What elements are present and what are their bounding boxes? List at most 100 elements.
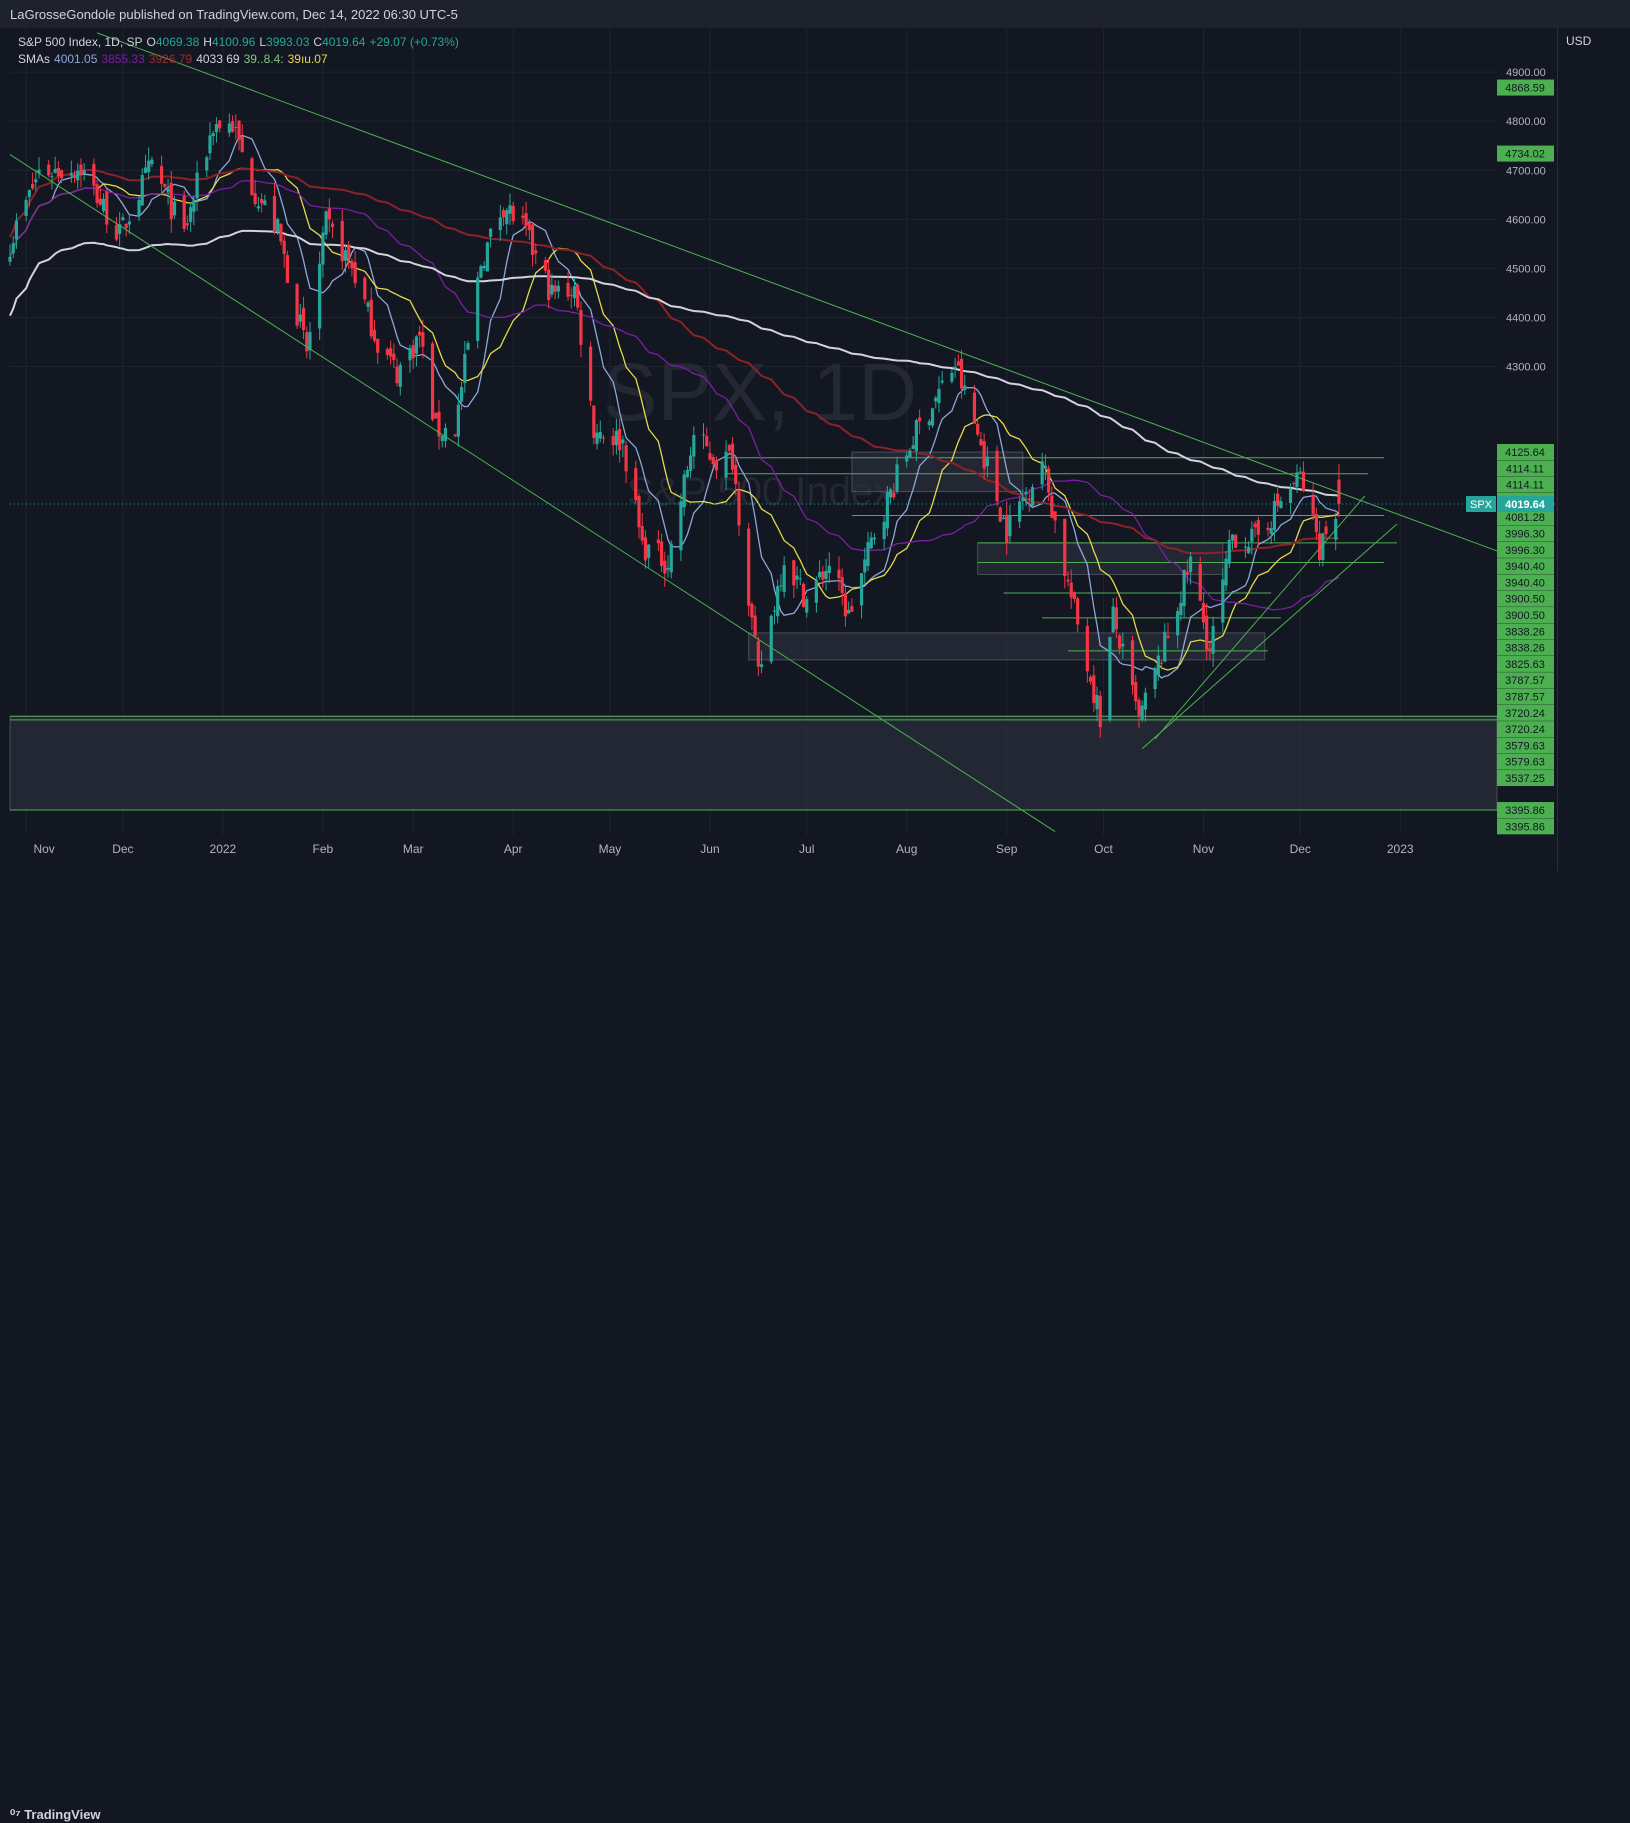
candle: [937, 376, 941, 413]
candle-body: [621, 439, 625, 444]
candle: [259, 193, 264, 213]
candle: [598, 420, 602, 443]
candle: [927, 418, 931, 431]
candle: [863, 547, 867, 585]
legend-high: 4100.96: [211, 35, 256, 49]
levels-layer: [10, 457, 1497, 811]
candle-body: [634, 468, 638, 501]
candle: [730, 437, 735, 474]
candle: [218, 120, 222, 133]
candle: [166, 178, 170, 205]
candle-body: [1234, 535, 1238, 548]
candle: [98, 186, 102, 207]
sma-line: [9, 167, 1339, 555]
candle: [285, 250, 290, 284]
candle-body: [127, 221, 131, 225]
publisher-text: LaGrosseGondole published on TradingView…: [10, 7, 458, 22]
price-label-text: 3996.30: [1505, 545, 1545, 557]
candle: [1185, 559, 1189, 584]
candle-body: [1088, 676, 1093, 682]
candle: [682, 470, 686, 516]
candle: [14, 213, 19, 249]
candle-body: [1121, 643, 1125, 647]
candle: [372, 320, 377, 344]
candle: [621, 435, 625, 458]
candle-body: [389, 348, 393, 357]
candle: [1182, 569, 1186, 618]
price-label: 3579.63: [1497, 753, 1554, 770]
candle-body: [353, 262, 357, 284]
candle: [443, 423, 448, 448]
candle-body: [737, 489, 741, 526]
candle-body: [340, 220, 344, 262]
candle: [579, 301, 583, 357]
candle: [637, 493, 641, 539]
candle-body: [647, 544, 651, 558]
legend-sma4: 4033 69: [196, 52, 240, 66]
candle-body: [92, 163, 96, 186]
candle-body: [1288, 488, 1293, 504]
legend-close: 4019.64: [322, 35, 366, 49]
candle-body: [1163, 631, 1167, 662]
candle: [714, 456, 719, 479]
candle: [137, 196, 141, 221]
candle: [421, 319, 425, 359]
candle: [1230, 534, 1235, 550]
price-label-text: 3720.24: [1505, 724, 1545, 736]
price-label: 3825.63: [1497, 655, 1554, 672]
candle-body: [905, 455, 909, 462]
candle: [692, 426, 696, 469]
candle-body: [850, 606, 854, 612]
candle: [753, 605, 757, 639]
candle: [47, 160, 51, 178]
candle-body: [305, 332, 309, 352]
ticker-tag-bg: [1466, 496, 1496, 513]
x-axis-labels: Nov Dec 2022 Feb Mar Apr May Jun Jul Aug Sep Oct Nov…: [33, 842, 1413, 856]
candle-body: [1256, 520, 1260, 535]
candle-body: [279, 223, 283, 242]
price-label: 3395.86: [1497, 802, 1554, 819]
candle-body: [143, 167, 148, 174]
candle-body: [576, 285, 580, 308]
price-label: 3996.30: [1497, 525, 1554, 542]
price-chart[interactable]: SPX, 1D S&P 500 Index SPX 4900.004800.00…: [0, 0, 1630, 931]
candle: [908, 448, 912, 458]
candle-body: [685, 469, 689, 478]
price-label-text: 3395.86: [1505, 805, 1545, 817]
candle: [1066, 571, 1070, 587]
candle-body: [214, 124, 219, 133]
candle: [818, 560, 822, 580]
price-axis[interactable]: [1557, 28, 1630, 871]
candle: [301, 296, 306, 340]
candle-body: [114, 225, 119, 240]
price-label: 4081.28: [1497, 509, 1554, 526]
candle-body: [205, 157, 209, 171]
x-tick-label: May: [599, 842, 622, 856]
candle-body: [1098, 695, 1102, 728]
price-label-text: 4125.64: [1505, 447, 1545, 459]
candle-body: [237, 120, 241, 140]
candle: [572, 277, 577, 307]
candle: [1076, 596, 1080, 633]
price-label-bg: [1497, 509, 1554, 526]
candle: [592, 404, 596, 445]
price-label-bg: [1497, 623, 1554, 640]
currency-label: USD: [1566, 34, 1592, 48]
candle-body: [624, 445, 628, 472]
x-tick-label: Apr: [504, 842, 523, 856]
candle: [869, 531, 873, 550]
candle: [1176, 607, 1180, 649]
candle: [905, 451, 909, 468]
candle: [618, 418, 622, 463]
price-label-text: 4081.28: [1505, 512, 1545, 524]
candle: [140, 168, 144, 206]
candle: [369, 287, 373, 339]
candle: [1050, 486, 1054, 519]
candle-body: [72, 174, 77, 178]
zone-box: [851, 451, 1024, 493]
candle: [1253, 520, 1257, 538]
price-label: 3940.40: [1497, 574, 1554, 591]
price-label-text: 3900.50: [1505, 610, 1545, 622]
candle: [1134, 675, 1138, 711]
candle: [324, 210, 328, 240]
